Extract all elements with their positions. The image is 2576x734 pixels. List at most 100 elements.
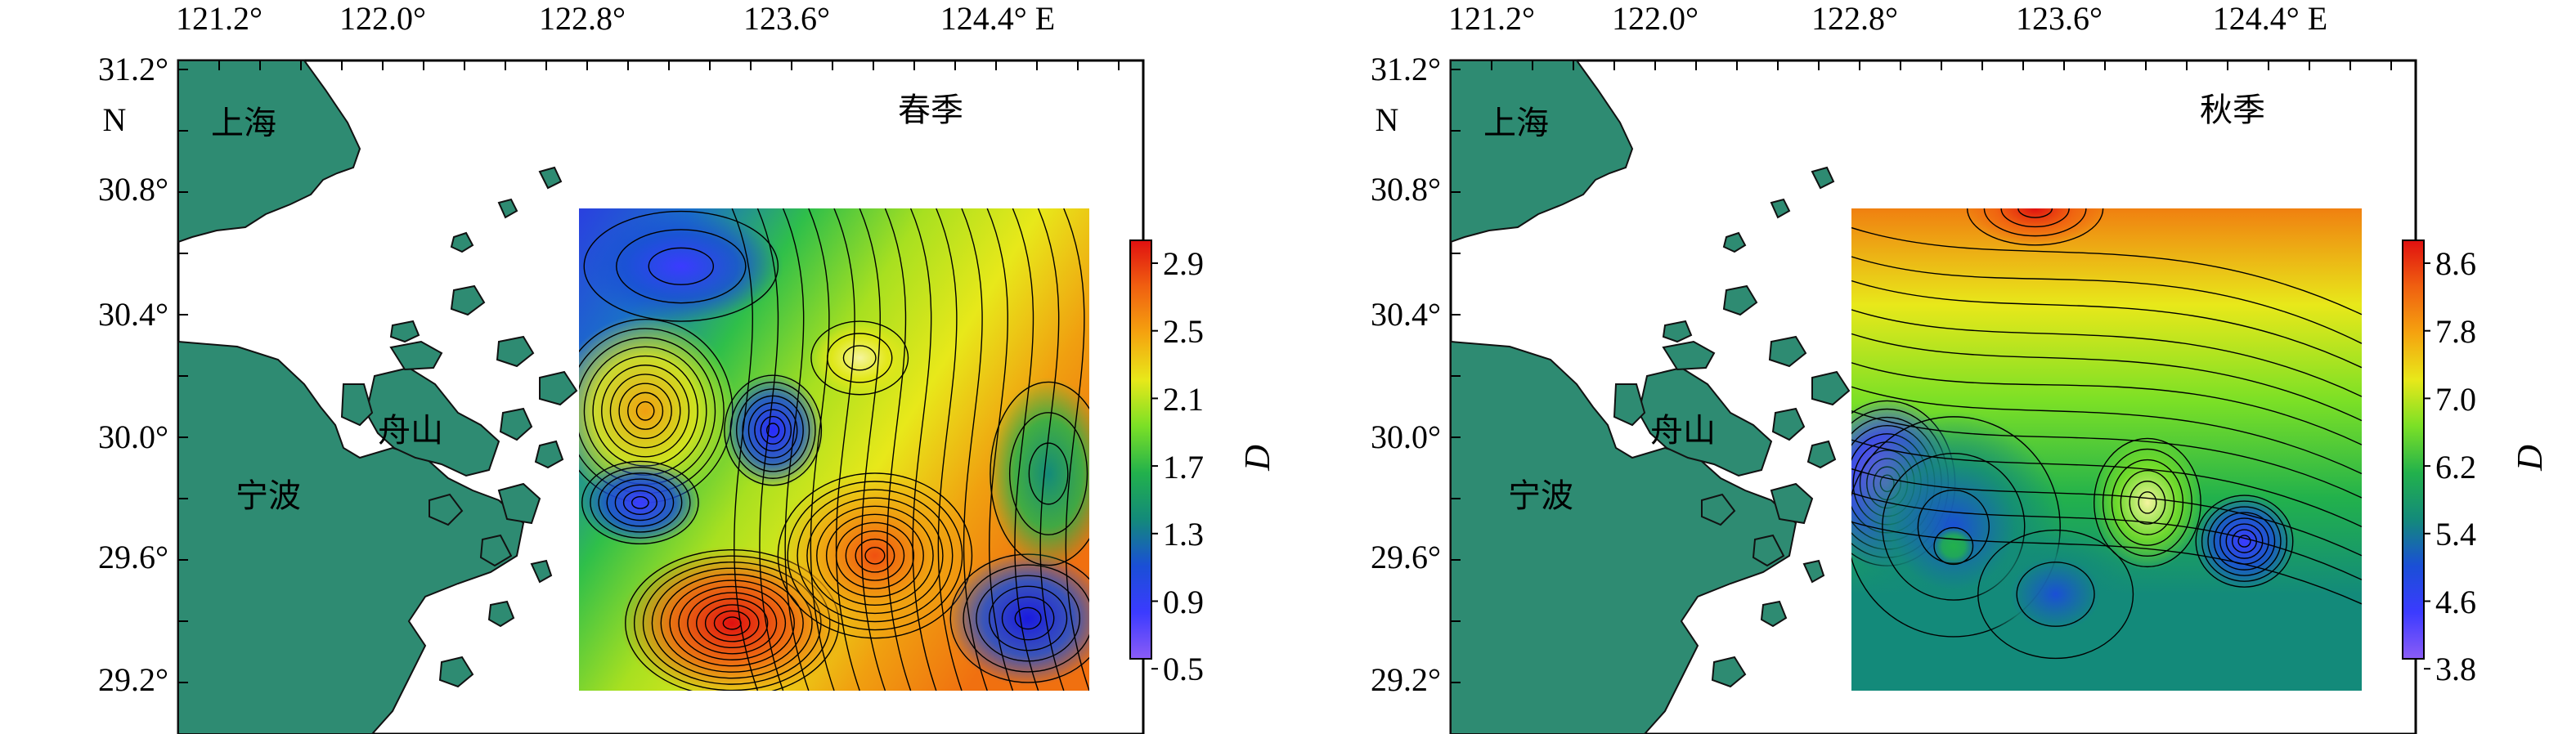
colorbar-tick-label: 6.2 [2435,449,2476,486]
contour-line [1851,439,2362,528]
contour-line [1028,442,1069,505]
lon-tick-label: 123.6° [743,0,830,37]
contour-line [810,320,909,396]
contour-line [1851,492,2362,580]
contour-line [696,597,769,648]
contour-line [1851,410,2362,499]
contour-line [1014,606,1042,630]
contour-line [1851,333,2362,422]
lat-axis-labels: 31.2° N 30.8° 30.4° 30.0° 29.6° 29.2° [1371,51,1441,698]
contour-line [616,229,747,304]
lon-tick-label: 122.8° [1811,0,1898,37]
contour-line [909,208,937,691]
land-island-d [479,534,513,567]
lat-tick-label: 30.0° [98,418,168,455]
contour-line [2207,506,2282,576]
lon-tick-label: 121.2° [1448,0,1535,37]
contour-line [581,460,699,545]
contour-line [2237,535,2251,548]
contour-map [579,208,1089,691]
land-island-f [1771,407,1806,441]
contour-line [833,208,860,691]
axis-ticks [1451,60,2392,683]
land-zhoushan [365,366,500,477]
colorbar-tick-label: 2.9 [1163,245,1204,282]
lat-unit-label: N [103,101,127,138]
colorbar-tick-label: 0.9 [1163,584,1204,620]
contour-line [606,478,675,527]
land-island-l [1770,198,1791,219]
land-island-b [450,284,486,316]
colorbar: 2.9 2.5 2.1 1.7 1.3 0.9 0.5 D [1129,239,1277,687]
land-zhoushan [1637,366,1773,477]
contour-blob [987,377,1089,571]
lat-axis-labels: 31.2° N 30.8° 30.4° 30.0° 29.6° 29.2° [98,51,168,698]
contour-blob [1963,208,2107,248]
contour-lines [579,208,1089,691]
contour-line [864,547,886,565]
contour-line [1851,521,2362,605]
contour-line [2195,495,2294,588]
colorbar-tick-label: 5.4 [2435,516,2476,553]
contour-line [747,402,798,459]
contour-line [1851,256,2362,344]
lat-tick-label: 30.4° [98,296,168,333]
colorbar-tick-label: 0.5 [1163,651,1204,687]
contour-line [806,497,944,615]
place-label-zhoushan: 舟山 [378,412,443,450]
colorbar-gradient [1129,239,1152,660]
land-island-e [429,493,464,526]
colorbar-tick-label: 7.8 [2435,313,2476,350]
land-island-i [389,320,420,343]
land-island-i [1662,320,1693,343]
contour-line [2201,500,2288,582]
contour-blob [2193,493,2296,590]
contour-line [678,585,787,660]
land-island-c [497,482,541,525]
contour-line [704,604,760,642]
contour-line [2000,208,2070,228]
land-island-j [1806,440,1837,469]
contour-line [976,575,1081,662]
lat-tick-label: 30.8° [1371,171,1441,208]
contour-line [713,610,751,637]
colorbar-title: D [2510,445,2550,472]
contour-line [2213,512,2276,571]
lon-tick-label: 122.8° [539,0,626,37]
land-ningbo [1450,340,1797,734]
colorbar-title: D [1237,445,1277,472]
contour-line [1851,226,2362,316]
land-island-n [438,656,474,688]
land-zhoushan-2 [1613,383,1646,427]
contour-line [729,381,816,479]
land-island-j [534,440,564,469]
contour-line [845,530,905,581]
contour-map [1851,208,2362,691]
land-island-m [538,166,563,190]
colorbar-tick-label: 3.8 [2435,651,2476,687]
contour-line [601,365,690,458]
colorbar-ticks [1151,262,1158,670]
contour-line [766,423,780,438]
panel-spring: 121.2° 122.0° 122.8° 123.6° 124.4° E 31.… [98,0,1277,734]
lat-tick-label: 31.2° [98,51,168,87]
contour-blob [773,468,977,642]
contour-line [1983,208,2087,237]
contour-line [787,481,963,631]
contour-line [1851,386,2362,475]
contour-blob [1973,526,2138,662]
contour-line [963,564,1089,673]
lon-tick-label: 121.2° [176,0,263,37]
contour-line [2017,208,2053,218]
lat-tick-label: 30.4° [1371,296,1441,333]
contour-line [816,505,934,606]
contour-blob [579,459,702,547]
contour-line [1851,309,2362,397]
place-label-ningbo: 宁波 [236,477,301,515]
land-island-c [1770,482,1814,525]
contour-blob [808,319,911,397]
contour-line [1933,526,1974,566]
contour-line [648,247,715,285]
contour-line [1037,208,1065,691]
